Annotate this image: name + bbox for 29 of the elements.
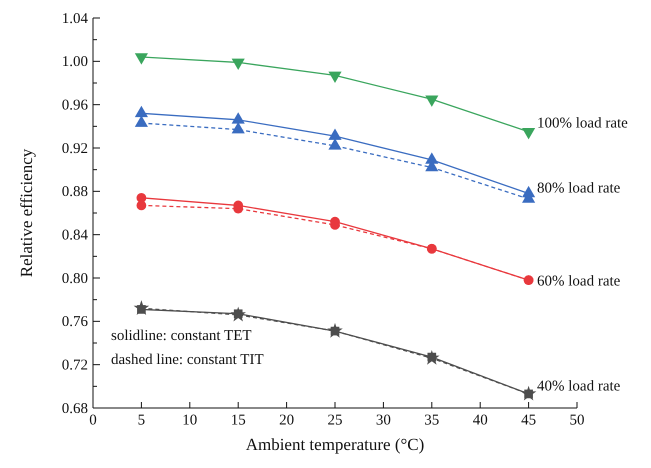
x-tick-label: 10: [182, 412, 198, 429]
annotation: 60% load rate: [537, 273, 621, 290]
x-tick-label: 20: [279, 412, 294, 429]
annotation: dashed line: constant TIT: [111, 352, 264, 368]
x-tick-label: 50: [570, 412, 584, 429]
y-tick-label: 1.04: [62, 10, 88, 27]
x-tick-label: 15: [230, 412, 246, 429]
y-tick-label: 0.92: [62, 140, 88, 157]
x-tick-label: 5: [138, 412, 146, 429]
annotation: 40% load rate: [537, 378, 621, 394]
x-tick-label: 30: [376, 412, 391, 429]
annotation: solidline: constant TET: [111, 328, 252, 344]
x-tick-label: 35: [424, 412, 440, 429]
y-tick-label: 1.00: [62, 54, 88, 70]
y-tick-label: 0.88: [62, 184, 88, 200]
y-tick-label: 0.68: [62, 400, 88, 417]
y-tick-label: 0.76: [62, 314, 88, 330]
annotation: 80% load rate: [537, 180, 621, 196]
x-tick-label: 45: [521, 412, 536, 429]
y-axis-title: Relative efficiency: [17, 148, 36, 278]
x-tick-label: 0: [89, 412, 97, 429]
y-tick-label: 0.84: [62, 227, 88, 244]
y-tick-label: 0.96: [62, 97, 88, 114]
x-tick-label: 25: [328, 412, 342, 429]
y-tick-label: 0.72: [62, 357, 88, 374]
y-tick-label: 0.80: [62, 270, 88, 287]
x-tick-label: 40: [472, 412, 488, 429]
annotation: 100% load rate: [537, 115, 628, 132]
x-axis-title: Ambient temperature (°C): [246, 435, 424, 454]
